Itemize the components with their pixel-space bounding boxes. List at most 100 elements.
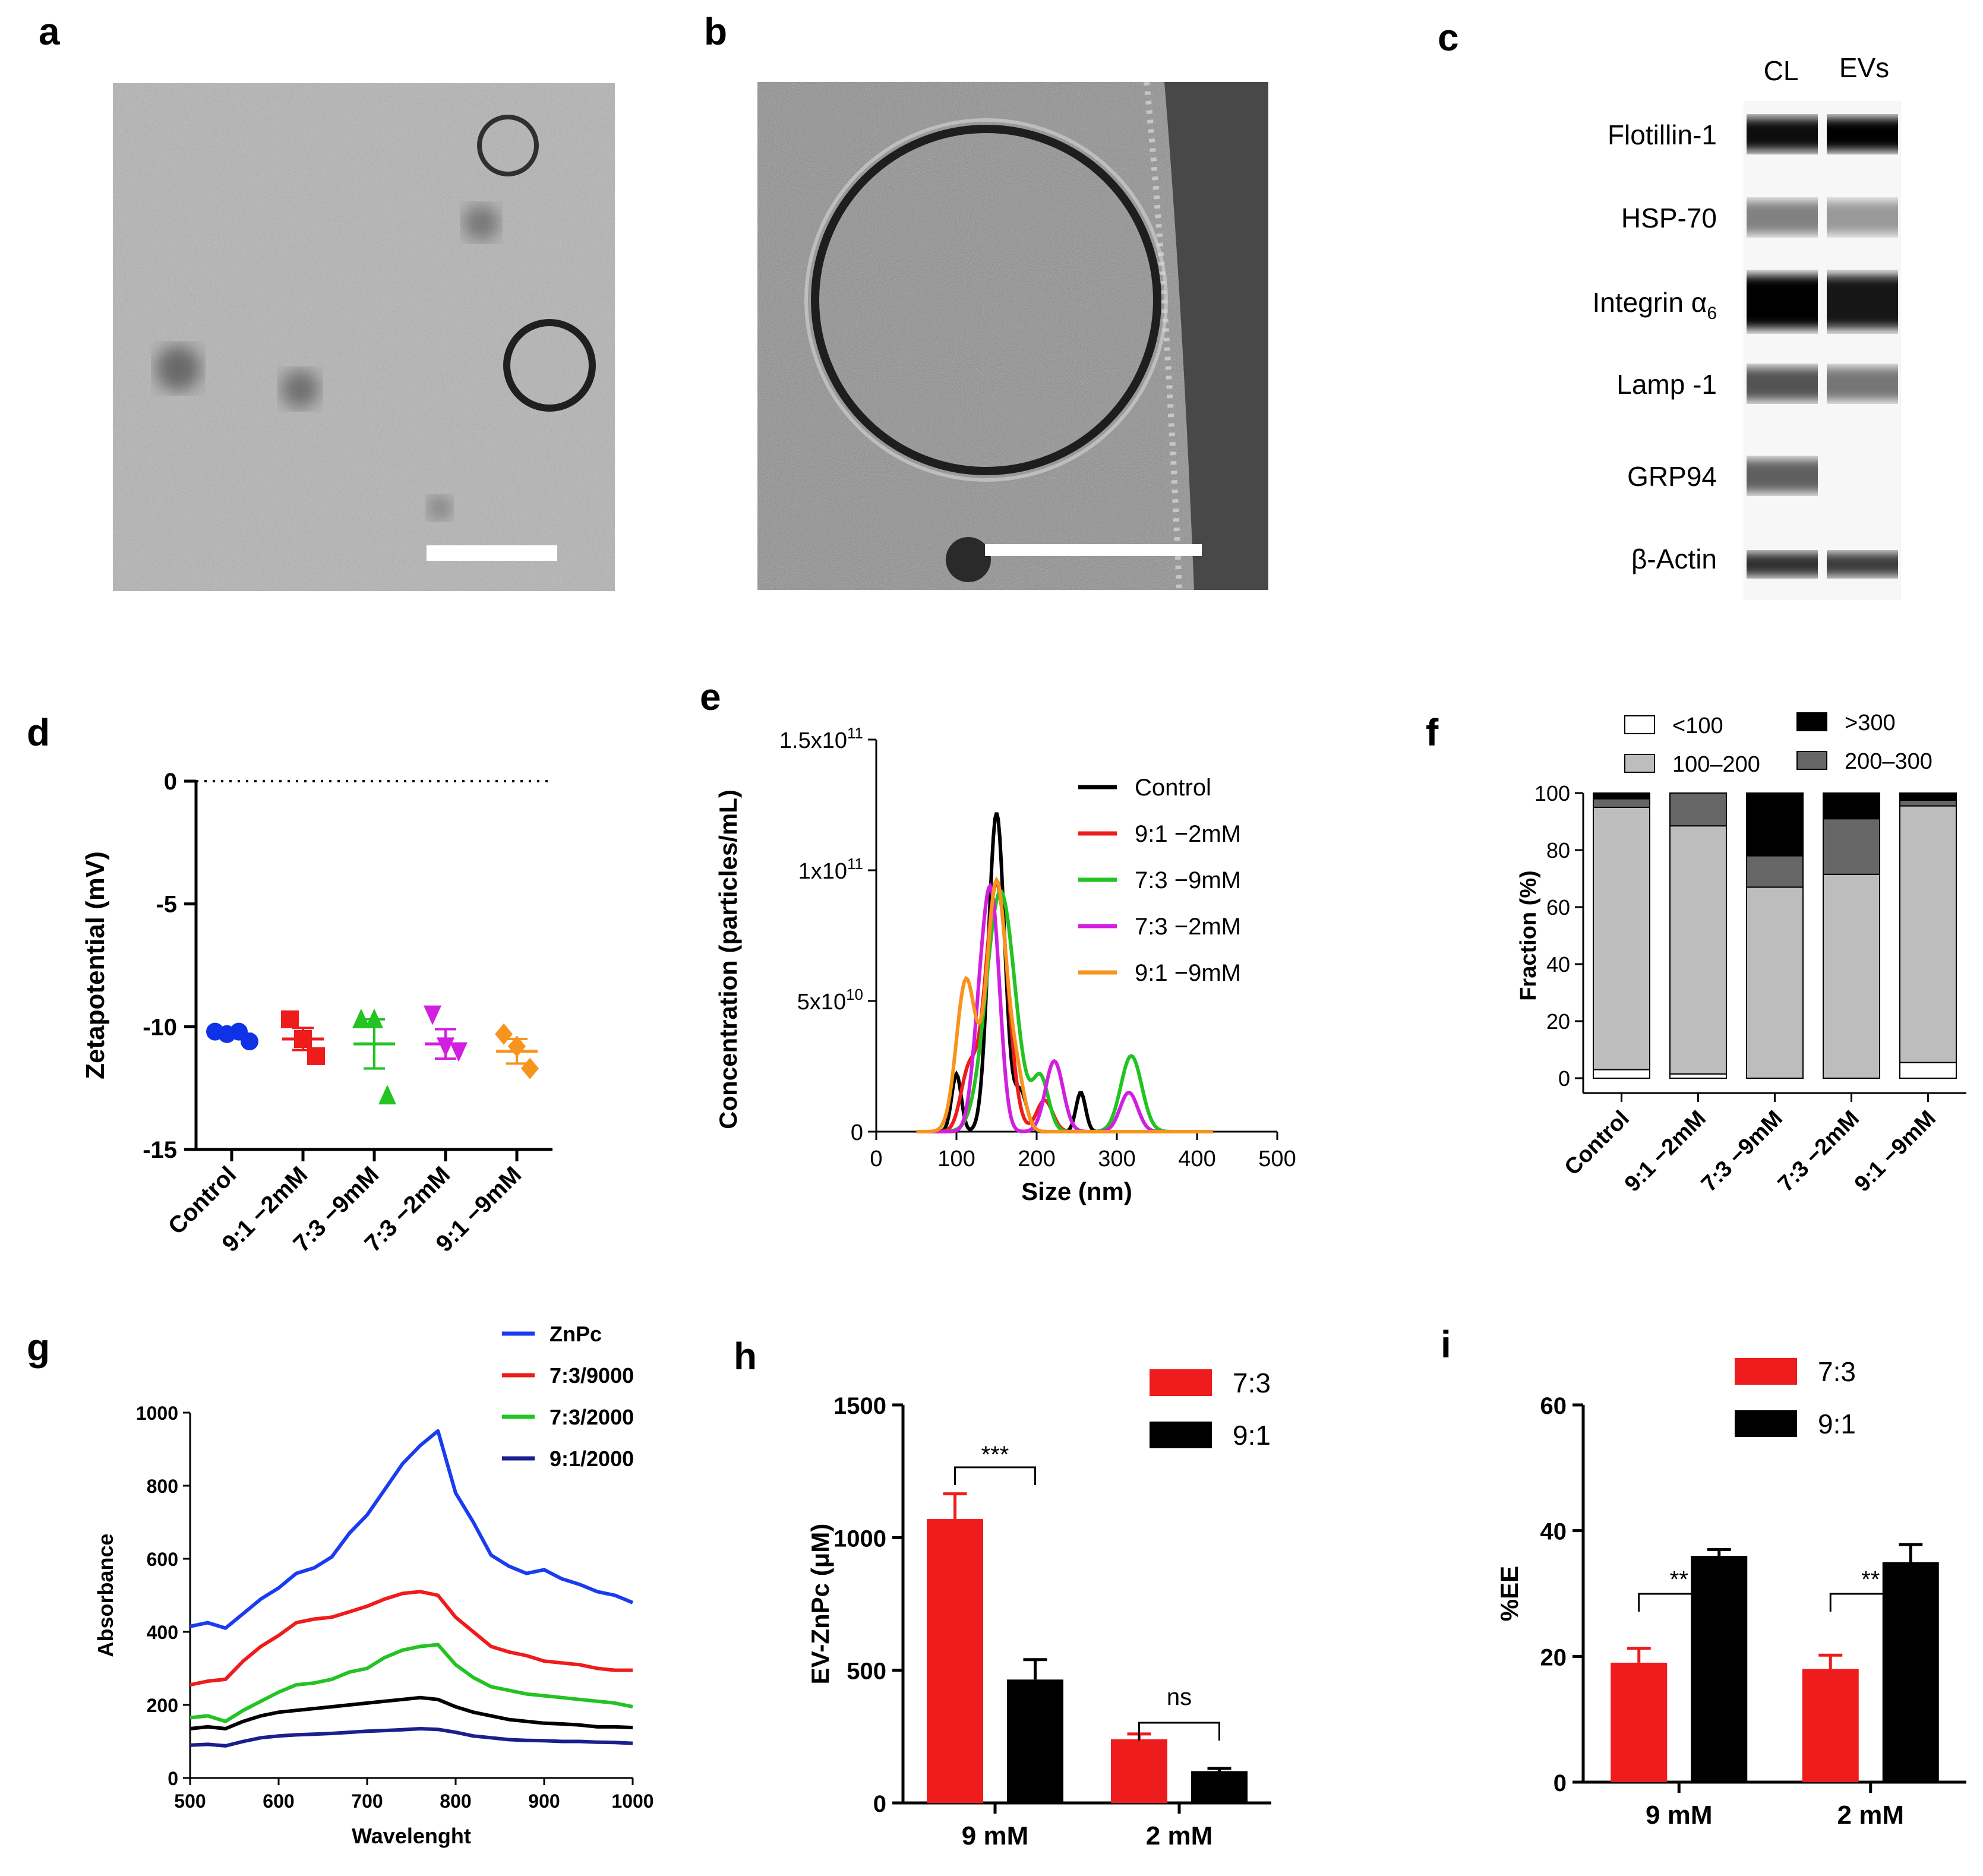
stacked-bar-segment <box>1593 798 1650 808</box>
stacked-bar-segment <box>1899 792 1957 801</box>
x-tick-label: 700 <box>351 1790 383 1812</box>
legend-label: 7:3 <box>1233 1367 1271 1398</box>
bar <box>1802 1669 1859 1782</box>
panel-letter-h: h <box>734 1335 757 1378</box>
band-cl <box>1747 459 1818 492</box>
lane-label-cl: CL <box>1764 55 1799 86</box>
significance-bracket <box>1638 1593 1720 1612</box>
y-axis-label: Zetapotential (mV) <box>81 851 110 1079</box>
band-cl <box>1747 275 1818 329</box>
legend-label: Control <box>1135 775 1211 801</box>
x-tick-label: 9:1 −9mM <box>1850 1106 1941 1197</box>
significance-label: ns <box>1167 1684 1192 1710</box>
y-axis-label: Fraction (%) <box>1516 870 1541 1001</box>
panel-a-micrograph <box>113 83 615 591</box>
y-tick-label: 100 <box>1534 781 1570 806</box>
y-tick-label: 40 <box>1546 952 1570 977</box>
stacked-bar-segment <box>1823 792 1880 820</box>
panel-e-chart: 0 5x1010 1x1011 1.5x1011 0 100 200 300 400 500 Siz… <box>714 724 1296 1205</box>
x-tick-label: 300 <box>1098 1147 1135 1171</box>
stacked-bar-segment <box>1823 873 1880 1079</box>
y-tick-label: 40 <box>1540 1519 1567 1545</box>
stacked-bar-segment <box>1899 1062 1957 1079</box>
legend-label: <100 <box>1672 713 1723 738</box>
stacked-bar-segment <box>1593 807 1650 1070</box>
y-axis-label: %EE <box>1495 1566 1523 1621</box>
legend-label: 7:3 −9mM <box>1135 867 1241 893</box>
legend-label: 100–200 <box>1672 752 1760 777</box>
stacked-bar-segment <box>1899 805 1957 1063</box>
y-tick-label: 1000 <box>136 1403 178 1424</box>
legend-label: 7:3 −2mM <box>1135 914 1241 940</box>
band-ev <box>1827 275 1898 329</box>
x-tick-label: 1000 <box>611 1790 653 1812</box>
legend-label: 9:1 <box>1818 1408 1856 1439</box>
y-tick-label: 0 <box>873 1791 886 1817</box>
bar <box>1691 1556 1748 1782</box>
x-tick-label: 900 <box>528 1790 560 1812</box>
y-tick-label: 200 <box>147 1695 178 1716</box>
blot-row-label: GRP94 <box>1627 461 1717 492</box>
y-tick-label: 800 <box>147 1476 178 1497</box>
stacked-bar-segment <box>1746 886 1804 1079</box>
legend-label: 9:1 −9mM <box>1135 960 1241 986</box>
y-tick-label: -10 <box>143 1014 177 1040</box>
x-tick-label: 7:3 −9mM <box>1697 1106 1788 1197</box>
y-tick-label: 60 <box>1546 895 1570 920</box>
legend-swatch <box>1624 715 1655 734</box>
blot-row-label: Integrin α6 <box>1593 287 1717 323</box>
lane-label-evs: EVs <box>1839 52 1889 83</box>
scale-bar-b <box>985 544 1202 556</box>
legend-label: 7:3/9000 <box>550 1363 634 1388</box>
x-tick-label: 2 mM <box>1146 1821 1212 1850</box>
legend-label: 200–300 <box>1845 749 1933 774</box>
band-ev <box>1827 118 1898 151</box>
x-tick-label: 600 <box>263 1790 294 1812</box>
panel-h-chart: 0 500 1000 1500 EV-ZnPc (μM) 9 mM *** 2 mM ns 7:3… <box>806 1367 1271 1850</box>
band-cl <box>1747 118 1818 151</box>
x-tick-label: 200 <box>1018 1147 1055 1171</box>
y-tick-exponent: 11 <box>847 724 863 742</box>
x-axis-label: Size (nm) <box>1021 1177 1132 1205</box>
y-axis-label: Absorbance <box>93 1533 118 1657</box>
panel-b-micrograph <box>757 81 1268 590</box>
panel-letter-e: e <box>700 675 721 718</box>
stacked-bar-segment <box>1899 800 1957 807</box>
series-line <box>190 1590 633 1687</box>
blot-background <box>1744 101 1901 600</box>
y-tick-label: -5 <box>156 892 177 918</box>
significance-bracket <box>1829 1593 1912 1612</box>
x-tick-label: 400 <box>1178 1147 1215 1171</box>
significance-label: ** <box>1861 1567 1880 1593</box>
band-ev <box>1827 552 1898 576</box>
y-tick-label: 1.5x1011 <box>779 724 863 753</box>
data-point-triangle-down <box>450 1042 468 1062</box>
legend-swatch <box>1624 754 1655 773</box>
band-cl <box>1747 367 1818 400</box>
x-tick-label: 100 <box>937 1147 975 1171</box>
series-line <box>190 1643 633 1723</box>
significance-label: ** <box>1670 1567 1688 1593</box>
x-tick-label: 9 mM <box>1646 1801 1712 1830</box>
series-line <box>190 1429 634 1630</box>
series-line <box>190 1727 633 1748</box>
legend-swatch <box>1796 712 1827 731</box>
band-cl <box>1747 552 1818 576</box>
legend-swatch <box>1735 1358 1797 1385</box>
y-tick-label: 20 <box>1546 1009 1570 1034</box>
y-axis-label: Concentration (particles/mL) <box>714 789 742 1129</box>
data-point-diamond <box>521 1057 539 1079</box>
stacked-bar-segment <box>1669 1073 1727 1079</box>
legend-label: 7:3 <box>1818 1356 1856 1387</box>
panel-letter-i: i <box>1441 1323 1451 1366</box>
y-tick-label: 0 <box>1553 1770 1567 1796</box>
series-line <box>190 1695 633 1730</box>
stacked-bar-segment <box>1593 792 1650 800</box>
bar <box>1111 1739 1167 1803</box>
data-point-circle <box>241 1032 258 1051</box>
y-tick-label: 0 <box>1558 1066 1570 1091</box>
x-tick-label: 0 <box>870 1147 882 1171</box>
blot-row-label: β-Actin <box>1631 544 1717 574</box>
